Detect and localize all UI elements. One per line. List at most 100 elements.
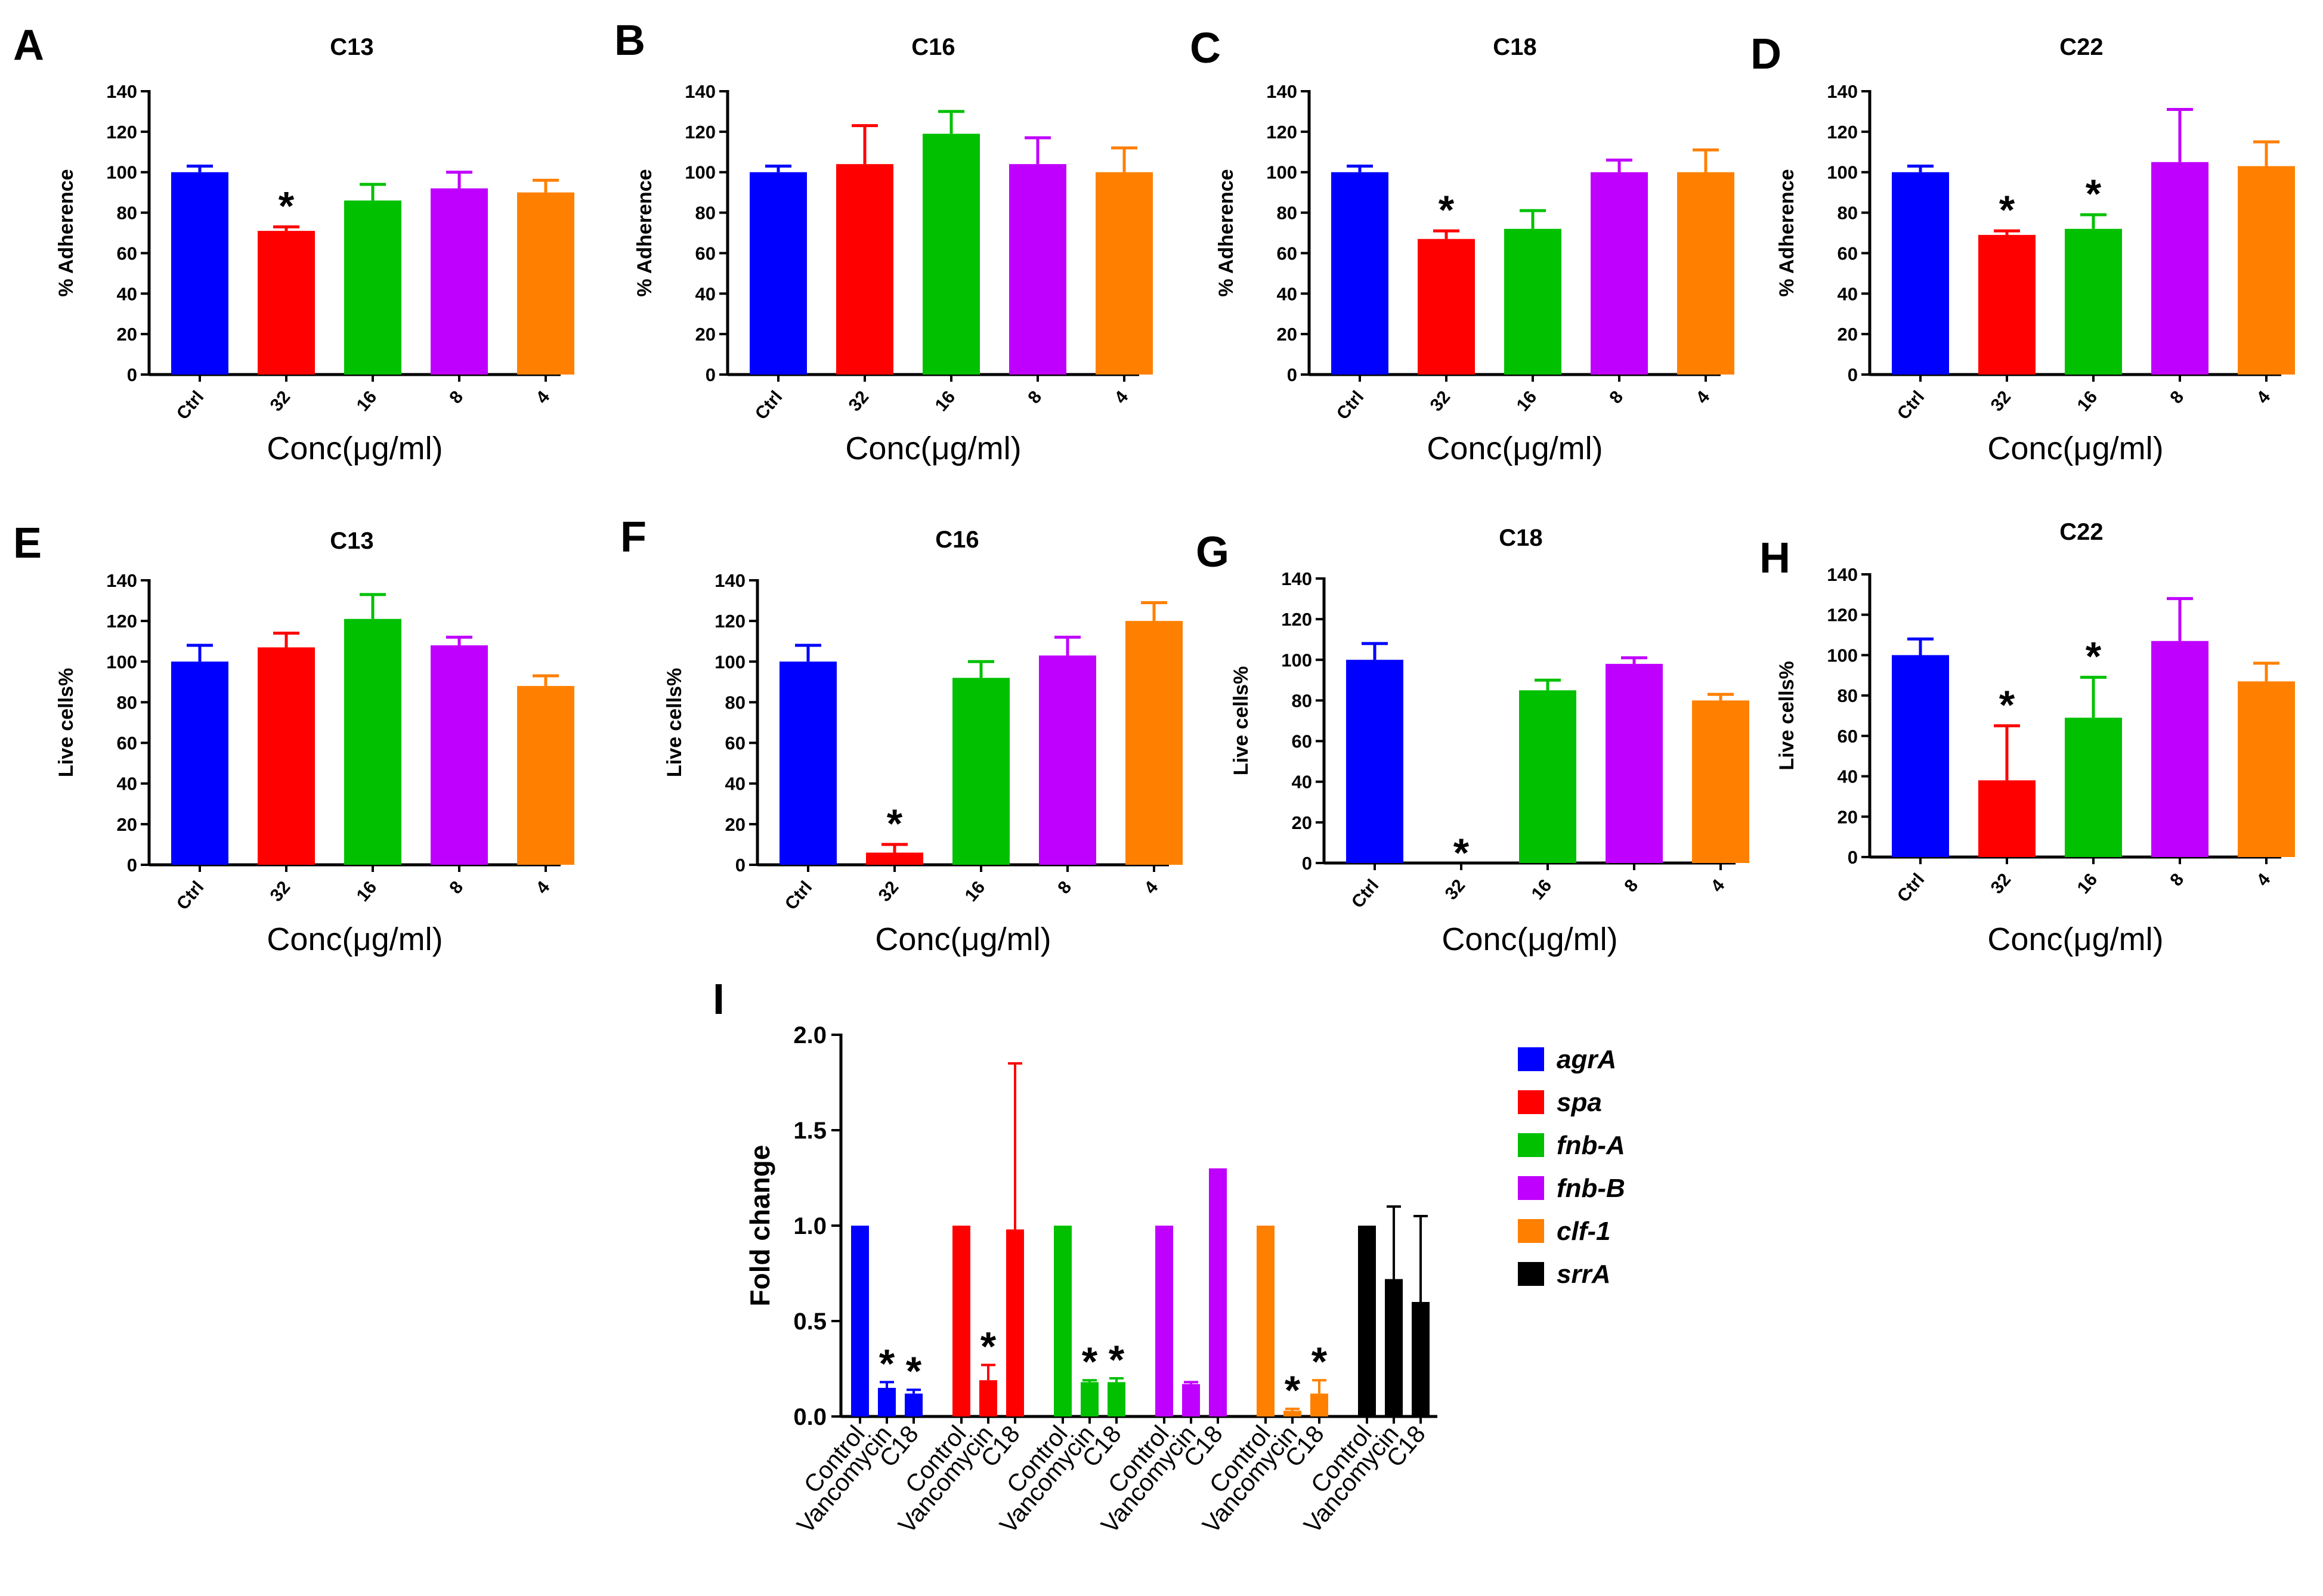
significance-marker: * [1109,1337,1125,1382]
panel-title: C16 [935,527,979,553]
y-tick-label: 1.0 [793,1213,827,1239]
panel-E: E C13 0 20 40 60 80 100 120 140 Live cells% Ctrl 32 1… [13,519,574,957]
legend-entry: clf-1 [1557,1217,1610,1246]
y-tick-label: 80 [695,203,716,224]
y-tick-label: 0 [127,855,137,876]
panel-B: B C16 0 20 40 60 80 100 120 140 % Adherence Ctrl 32 1… [614,17,1153,466]
legend-swatch [1518,1176,1544,1200]
bar [979,1380,997,1416]
bar [171,172,228,375]
y-tick-label: 100 [1281,649,1312,670]
y-tick-label: 140 [1827,564,1858,585]
bar [1039,655,1096,865]
bar [1892,172,1949,375]
x-tick-label: 16 [2074,870,2102,898]
bar [517,192,574,375]
y-tick-label: 0 [735,855,746,876]
y-tick-label: 60 [725,733,746,754]
panel-title: C13 [330,34,373,60]
bar [344,618,401,865]
legend-swatch [1518,1133,1544,1157]
bar [1606,664,1663,863]
x-tick-label: 16 [1513,387,1541,415]
y-tick-label: 120 [1827,605,1858,626]
y-tick-label: 40 [1277,283,1297,304]
x-tick-label: 32 [1442,876,1470,904]
significance-marker: * [906,1348,922,1394]
bar [2151,641,2208,857]
significance-marker: * [2086,634,2102,679]
bar [1692,700,1749,863]
legend-swatch [1518,1047,1544,1071]
y-tick-label: 40 [695,283,716,304]
legend-swatch [1518,1219,1544,1243]
bar [1677,172,1734,375]
panel-title: C22 [2059,519,2103,545]
panel-title: C13 [330,528,373,554]
bar [2065,228,2122,375]
y-tick-label: 140 [714,570,746,591]
x-tick-label: 4 [2253,387,2274,407]
bar [2065,717,2122,857]
x-tick-label: Ctrl [751,387,786,423]
y-tick-label: 80 [117,692,137,713]
bar [1978,780,2036,857]
y-tick-label: 60 [1277,243,1297,264]
y-tick-label: 120 [106,611,137,632]
significance-marker: * [1439,187,1455,233]
panel-letter: B [614,17,645,64]
bar [1108,1382,1125,1416]
y-tick-label: 140 [106,570,137,591]
x-axis-label: Conc(μg/ml) [1987,431,2163,466]
panel-letter: E [13,519,42,567]
bar [1358,1226,1376,1416]
bar [952,678,1010,865]
panel-title: C22 [2059,34,2103,60]
y-tick-label: 20 [725,814,746,835]
panel-A: A C13 0 20 40 60 80 100 120 140 % Adherence Ctrl 32 *… [13,21,574,466]
x-axis-label: Conc(μg/ml) [875,921,1051,957]
bar [1978,234,2036,375]
y-axis-label: Live cells% [663,668,686,777]
significance-marker: * [1999,187,2015,233]
bar [258,231,315,375]
y-axis-label: Fold change [744,1145,775,1307]
bar [1009,164,1066,375]
panel-D: D C22 0 20 40 60 80 100 120 140 % Adherence Ctrl 32 *… [1750,30,2295,466]
bar [431,188,488,375]
y-tick-label: 100 [714,651,746,672]
y-tick-label: 140 [106,81,137,102]
panel-title: C18 [1499,525,1542,551]
y-tick-label: 0 [1848,847,1858,868]
y-tick-label: 40 [117,774,137,794]
y-tick-label: 140 [1266,81,1297,102]
panel-letter: H [1759,534,1790,582]
x-tick-label: 32 [1987,870,2015,898]
x-tick-label: 32 [875,877,903,905]
y-tick-label: 40 [1838,766,1858,787]
significance-marker: * [980,1324,997,1369]
x-tick-label: 16 [2074,387,2102,415]
y-tick-label: 60 [117,243,137,264]
y-tick-label: 80 [1838,203,1858,224]
bar [1331,172,1388,375]
legend-entry: agrA [1557,1045,1616,1074]
bar [1310,1393,1328,1416]
panel-F: F C16 0 20 40 60 80 100 120 140 Live cells% Ctrl 32 *… [620,514,1183,957]
x-tick-label: 8 [446,877,467,898]
panel-title: C16 [911,34,955,60]
x-tick-label: 4 [1692,387,1713,407]
x-tick-label: Ctrl [173,877,208,914]
panel-letter: I [713,976,725,1023]
significance-marker: * [1082,1339,1098,1384]
bar [1412,1302,1430,1416]
x-tick-label: Ctrl [173,387,208,423]
panel-letter: G [1196,528,1229,576]
x-tick-label: 16 [353,877,381,905]
bar [1504,228,1561,375]
panel-H: H C22 0 20 40 60 80 100 120 140 Live cells% Ctrl 32 *… [1759,519,2295,957]
x-tick-label: Ctrl [1348,876,1382,912]
y-tick-label: 80 [1838,685,1858,706]
